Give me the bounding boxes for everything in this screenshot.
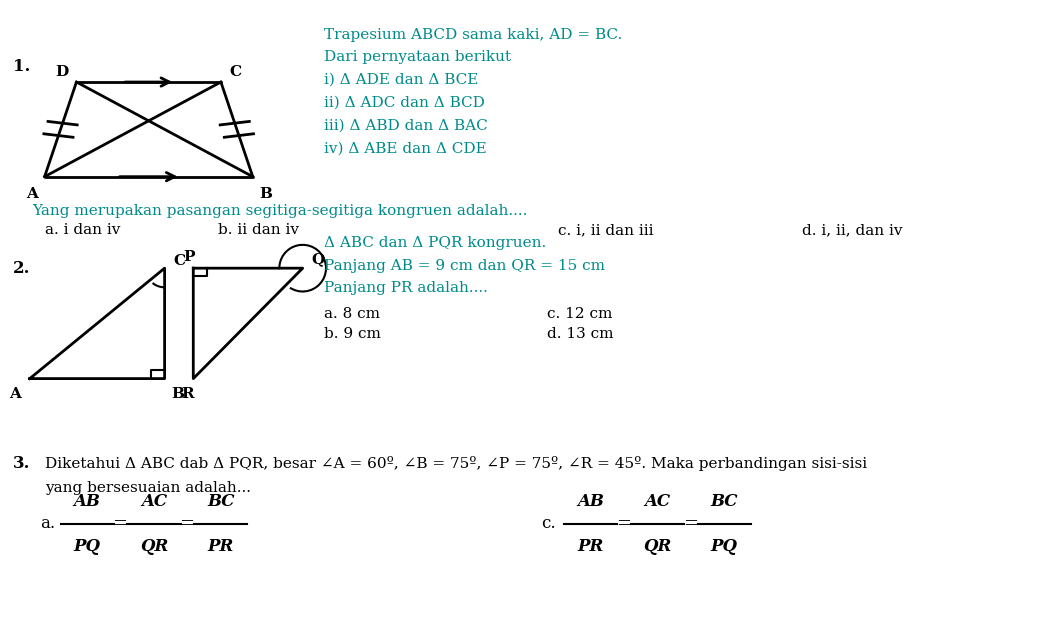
Text: Dari pernyataan berikut: Dari pernyataan berikut — [324, 50, 511, 64]
Text: AC: AC — [141, 493, 167, 510]
Text: Q: Q — [311, 252, 324, 266]
Text: d. i, ii, dan iv: d. i, ii, dan iv — [802, 223, 903, 237]
Text: =: = — [179, 515, 194, 533]
Text: BC: BC — [207, 493, 235, 510]
Text: QR: QR — [644, 538, 671, 555]
Text: a.: a. — [40, 516, 55, 532]
Text: C: C — [229, 65, 242, 79]
Text: P: P — [184, 250, 194, 264]
Text: c.: c. — [542, 516, 556, 532]
Text: ii) Δ ADC dan Δ BCD: ii) Δ ADC dan Δ BCD — [324, 96, 484, 110]
Text: Δ ABC dan Δ PQR kongruen.: Δ ABC dan Δ PQR kongruen. — [324, 236, 546, 250]
Text: 2.: 2. — [13, 260, 30, 276]
Text: AC: AC — [645, 493, 670, 510]
Text: PQ: PQ — [73, 538, 101, 555]
Text: D: D — [55, 65, 68, 79]
Text: c. 12 cm: c. 12 cm — [547, 307, 613, 321]
Text: C: C — [173, 254, 186, 268]
Text: a. i dan iv: a. i dan iv — [45, 223, 120, 237]
Text: iv) Δ ABE dan Δ CDE: iv) Δ ABE dan Δ CDE — [324, 141, 486, 155]
Text: =: = — [113, 515, 127, 533]
Text: B: B — [171, 387, 184, 401]
Text: 1.: 1. — [13, 58, 30, 74]
Text: 3.: 3. — [13, 456, 30, 472]
Text: R: R — [182, 387, 194, 401]
Text: BC: BC — [710, 493, 738, 510]
Text: AB: AB — [73, 493, 101, 510]
Text: QR: QR — [140, 538, 168, 555]
Text: c. i, ii dan iii: c. i, ii dan iii — [558, 223, 653, 237]
Text: b. ii dan iv: b. ii dan iv — [218, 223, 298, 237]
Text: PR: PR — [578, 538, 603, 555]
Text: B: B — [259, 187, 272, 201]
Text: PR: PR — [208, 538, 234, 555]
Text: Diketahui Δ ABC dab Δ PQR, besar ∠A = 60º, ∠B = 75º, ∠P = 75º, ∠R = 45º. Maka pe: Diketahui Δ ABC dab Δ PQR, besar ∠A = 60… — [45, 456, 867, 471]
Text: A: A — [25, 187, 38, 201]
Text: Yang merupakan pasangan segitiga-segitiga kongruen adalah....: Yang merupakan pasangan segitiga-segitig… — [32, 204, 527, 218]
Text: iii) Δ ABD dan Δ BAC: iii) Δ ABD dan Δ BAC — [324, 119, 487, 133]
Text: Panjang AB = 9 cm dan QR = 15 cm: Panjang AB = 9 cm dan QR = 15 cm — [324, 259, 605, 273]
Text: Panjang PR adalah....: Panjang PR adalah.... — [324, 281, 487, 295]
Text: a. 8 cm: a. 8 cm — [324, 307, 380, 321]
Text: Trapesium ABCD sama kaki, AD = BC.: Trapesium ABCD sama kaki, AD = BC. — [324, 28, 622, 42]
Text: i) Δ ADE dan Δ BCE: i) Δ ADE dan Δ BCE — [324, 73, 478, 87]
Text: AB: AB — [577, 493, 604, 510]
Text: =: = — [683, 515, 698, 533]
Text: b. 9 cm: b. 9 cm — [324, 327, 381, 341]
Text: =: = — [616, 515, 631, 533]
Text: PQ: PQ — [710, 538, 738, 555]
Text: d. 13 cm: d. 13 cm — [547, 327, 614, 341]
Text: A: A — [8, 387, 21, 401]
Text: yang bersesuaian adalah...: yang bersesuaian adalah... — [45, 481, 251, 495]
